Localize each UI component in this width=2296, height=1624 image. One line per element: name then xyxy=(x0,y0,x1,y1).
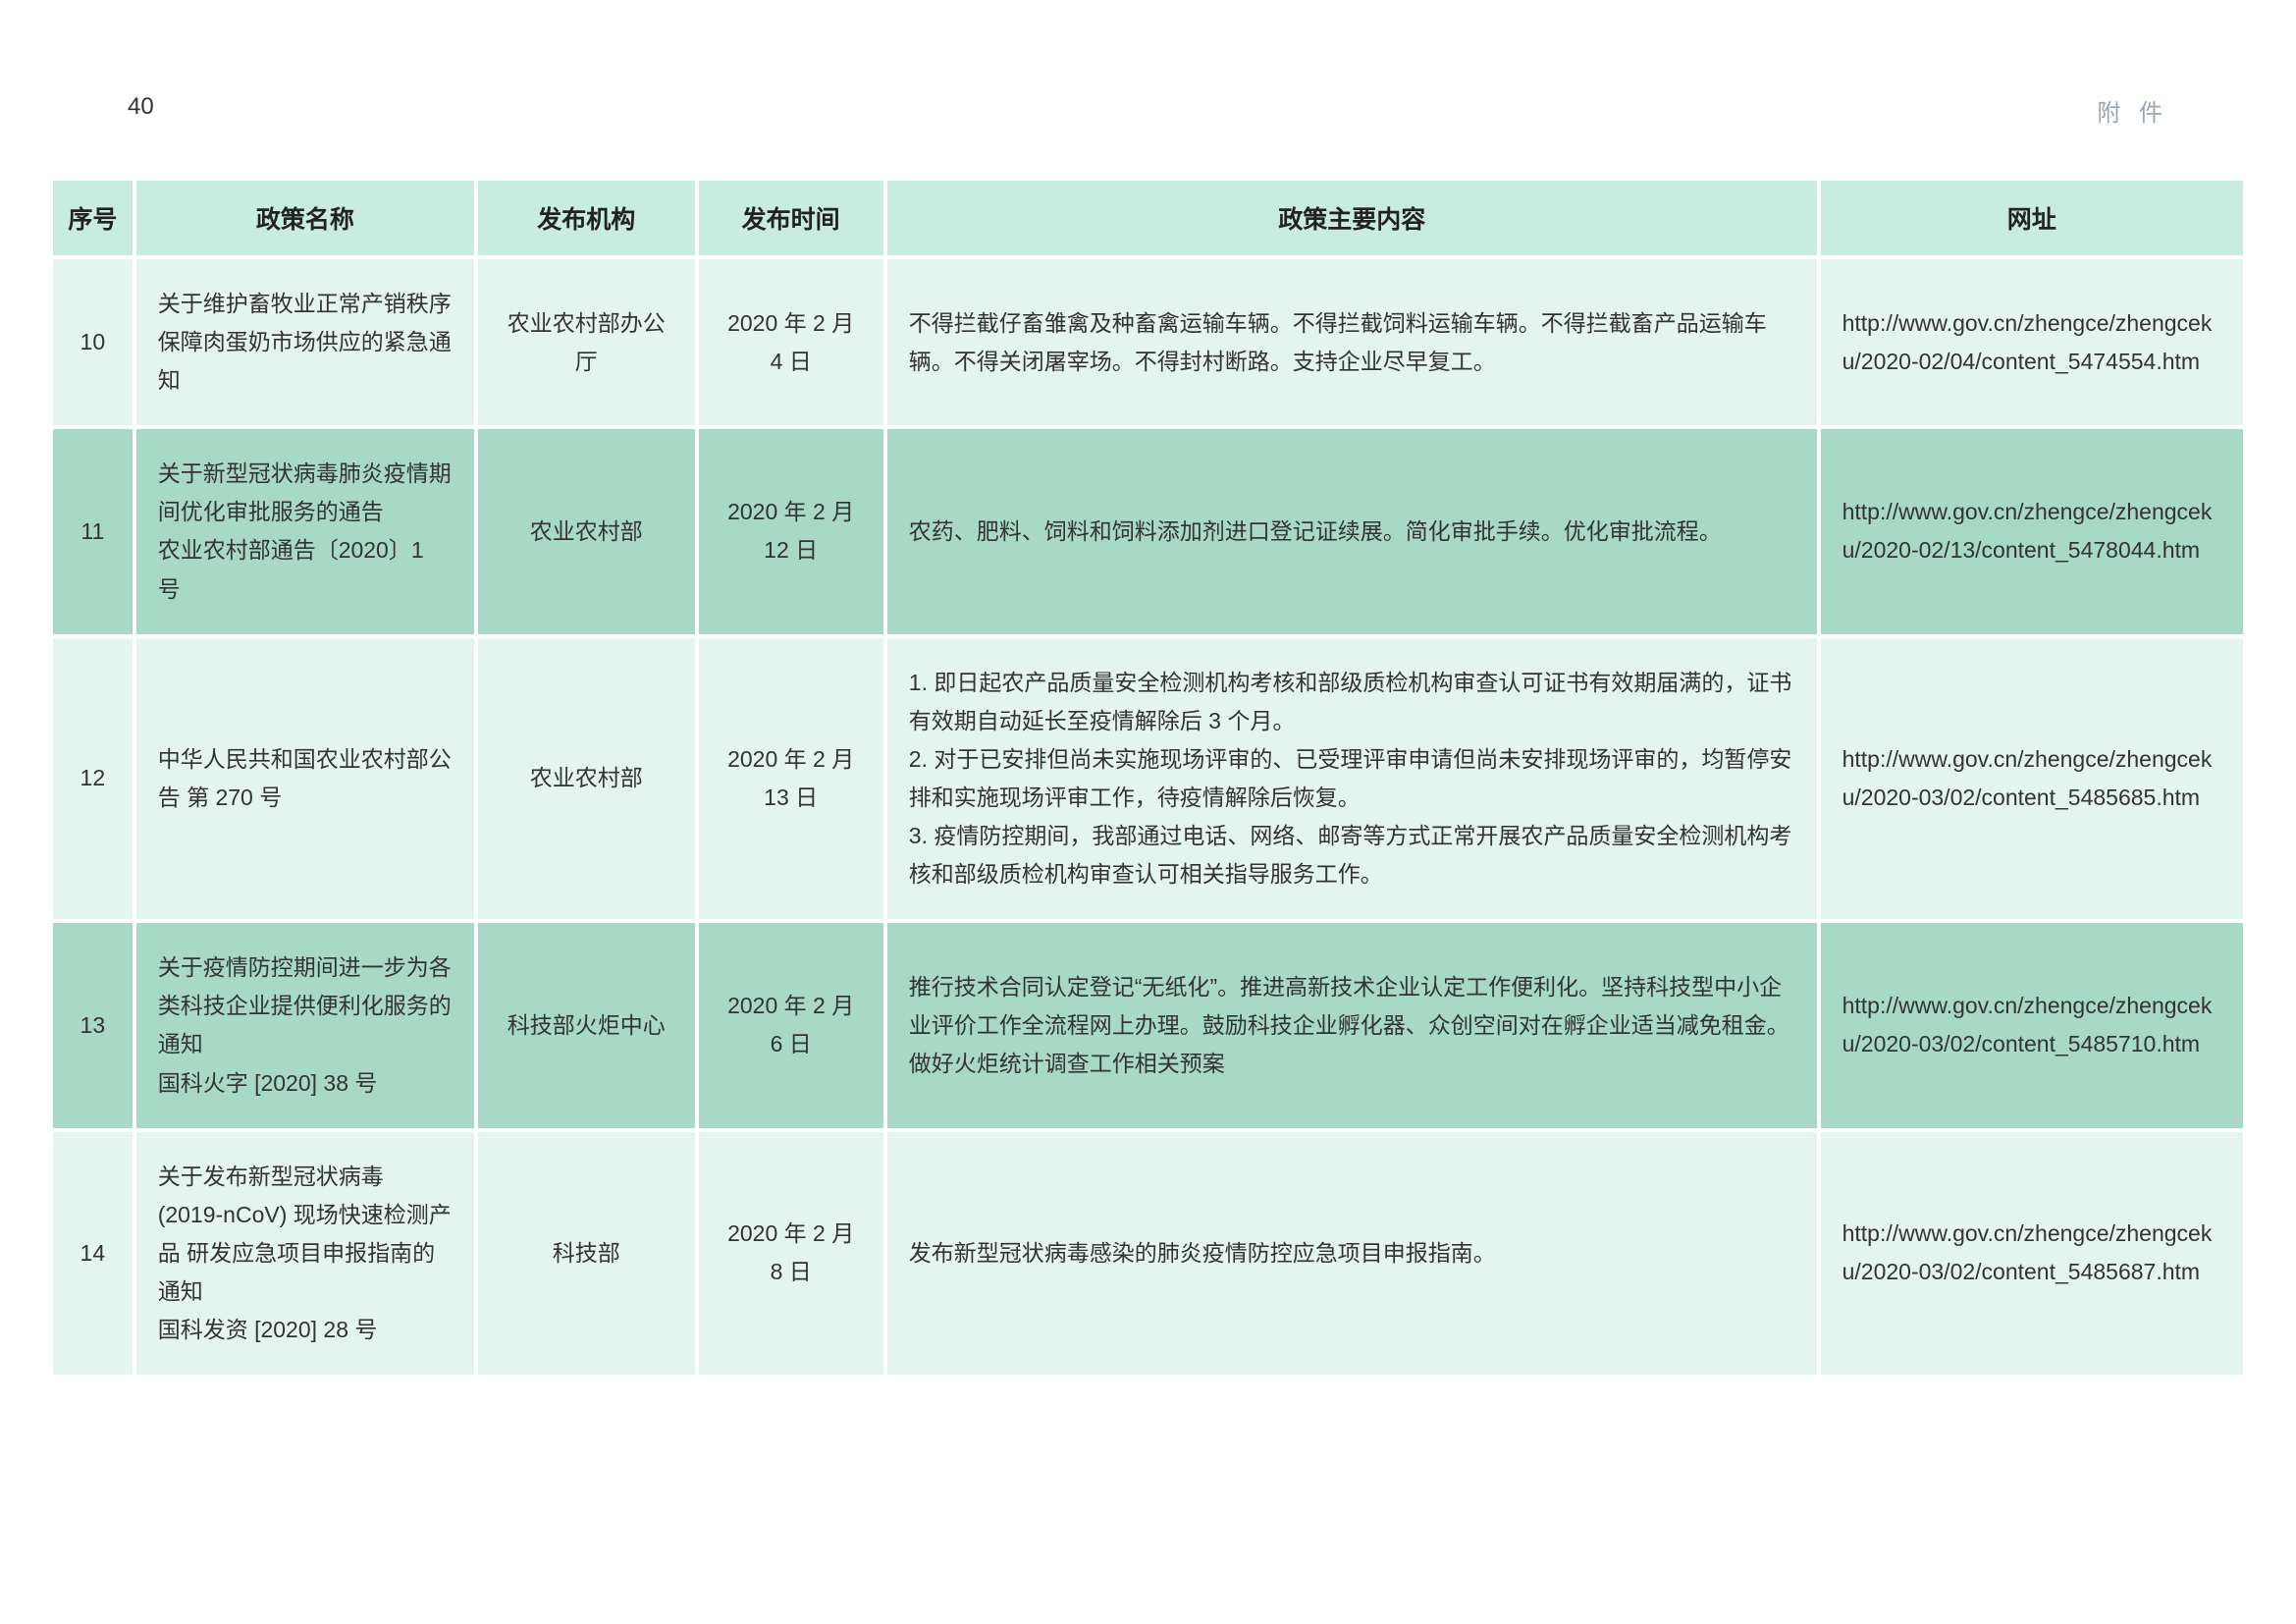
cell-content: 推行技术合同认定登记“无纸化”。推进高新技术企业认定工作便利化。坚持科技型中小企… xyxy=(887,923,1817,1127)
cell-name: 关于发布新型冠状病毒 (2019-nCoV) 现场快速检测产品 研发应急项目申报… xyxy=(136,1132,474,1375)
cell-name: 关于维护畜牧业正常产销秩序保障肉蛋奶市场供应的紧急通知 xyxy=(136,259,474,425)
cell-name: 中华人民共和国农业农村部公告 第 270 号 xyxy=(136,638,474,920)
cell-agency: 农业农村部 xyxy=(478,638,695,920)
page-number: 40 xyxy=(128,93,154,128)
cell-date: 2020 年 2 月 13 日 xyxy=(699,638,883,920)
table-header-row: 序号 政策名称 发布机构 发布时间 政策主要内容 网址 xyxy=(53,181,2243,255)
table-row: 13关于疫情防控期间进一步为各类科技企业提供便利化服务的通知国科火字 [2020… xyxy=(53,923,2243,1127)
cell-url: http://www.gov.cn/zhengce/zhengceku/2020… xyxy=(1821,1132,2243,1375)
header-name: 政策名称 xyxy=(136,181,474,255)
cell-seq: 12 xyxy=(53,638,133,920)
cell-seq: 11 xyxy=(53,429,133,633)
header-seq: 序号 xyxy=(53,181,133,255)
cell-date: 2020 年 2 月 8 日 xyxy=(699,1132,883,1375)
cell-content: 发布新型冠状病毒感染的肺炎疫情防控应急项目申报指南。 xyxy=(887,1132,1817,1375)
cell-url: http://www.gov.cn/zhengce/zhengceku/2020… xyxy=(1821,429,2243,633)
table-body: 10关于维护畜牧业正常产销秩序保障肉蛋奶市场供应的紧急通知农业农村部办公厅202… xyxy=(53,259,2243,1375)
policy-table-container: 序号 政策名称 发布机构 发布时间 政策主要内容 网址 10关于维护畜牧业正常产… xyxy=(49,177,2247,1379)
cell-date: 2020 年 2 月 6 日 xyxy=(699,923,883,1127)
cell-seq: 14 xyxy=(53,1132,133,1375)
cell-agency: 农业农村部 xyxy=(478,429,695,633)
page-header: 40 附 件 xyxy=(0,93,2296,128)
cell-content: 1. 即日起农产品质量安全检测机构考核和部级质检机构审查认可证书有效期届满的，证… xyxy=(887,638,1817,920)
cell-content: 农药、肥料、饲料和饲料添加剂进口登记证续展。简化审批手续。优化审批流程。 xyxy=(887,429,1817,633)
header-date: 发布时间 xyxy=(699,181,883,255)
cell-name: 关于疫情防控期间进一步为各类科技企业提供便利化服务的通知国科火字 [2020] … xyxy=(136,923,474,1127)
cell-seq: 13 xyxy=(53,923,133,1127)
cell-name: 关于新型冠状病毒肺炎疫情期间优化审批服务的通告农业农村部通告〔2020〕1 号 xyxy=(136,429,474,633)
cell-url: http://www.gov.cn/zhengce/zhengceku/2020… xyxy=(1821,259,2243,425)
policy-table: 序号 政策名称 发布机构 发布时间 政策主要内容 网址 10关于维护畜牧业正常产… xyxy=(49,177,2247,1379)
cell-seq: 10 xyxy=(53,259,133,425)
cell-date: 2020 年 2 月 4 日 xyxy=(699,259,883,425)
cell-url: http://www.gov.cn/zhengce/zhengceku/2020… xyxy=(1821,923,2243,1127)
table-row: 10关于维护畜牧业正常产销秩序保障肉蛋奶市场供应的紧急通知农业农村部办公厅202… xyxy=(53,259,2243,425)
cell-url: http://www.gov.cn/zhengce/zhengceku/2020… xyxy=(1821,638,2243,920)
cell-agency: 科技部火炬中心 xyxy=(478,923,695,1127)
cell-agency: 农业农村部办公厅 xyxy=(478,259,695,425)
table-row: 11关于新型冠状病毒肺炎疫情期间优化审批服务的通告农业农村部通告〔2020〕1 … xyxy=(53,429,2243,633)
header-url: 网址 xyxy=(1821,181,2243,255)
header-content: 政策主要内容 xyxy=(887,181,1817,255)
header-agency: 发布机构 xyxy=(478,181,695,255)
cell-agency: 科技部 xyxy=(478,1132,695,1375)
table-row: 12中华人民共和国农业农村部公告 第 270 号农业农村部2020 年 2 月 … xyxy=(53,638,2243,920)
cell-date: 2020 年 2 月 12 日 xyxy=(699,429,883,633)
page-section-label: 附 件 xyxy=(2097,93,2168,128)
cell-content: 不得拦截仔畜雏禽及种畜禽运输车辆。不得拦截饲料运输车辆。不得拦截畜产品运输车辆。… xyxy=(887,259,1817,425)
table-row: 14关于发布新型冠状病毒 (2019-nCoV) 现场快速检测产品 研发应急项目… xyxy=(53,1132,2243,1375)
